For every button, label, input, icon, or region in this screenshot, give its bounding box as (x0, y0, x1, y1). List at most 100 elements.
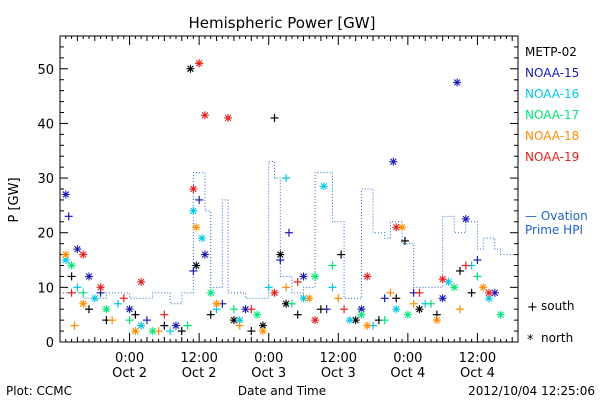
data-point-south (247, 305, 256, 314)
data-point-north (212, 299, 221, 308)
data-point-south (392, 294, 401, 303)
data-point-north (192, 223, 201, 232)
data-point-south (282, 283, 291, 292)
data-point-south (125, 316, 134, 325)
x-tick-date-label: Oct 4 (390, 366, 425, 381)
data-point-north (192, 261, 201, 270)
data-point-north (363, 321, 372, 330)
data-point-south (229, 305, 238, 314)
data-point-south (334, 294, 343, 303)
data-point-north (311, 316, 320, 325)
x-tick-date-label: Oct 2 (182, 366, 217, 381)
data-point-north (137, 321, 146, 330)
data-point-north (319, 182, 328, 191)
data-point-north (195, 59, 204, 68)
data-point-north (186, 64, 195, 73)
symbol-legend: + south * north (527, 299, 575, 348)
ovation-label-line2: Prime HPI (525, 223, 583, 237)
data-point-south (64, 212, 73, 221)
data-point-north (224, 113, 233, 122)
data-point-north (282, 299, 291, 308)
ovation-label-line1: — Ovation (525, 209, 588, 223)
data-point-south (84, 305, 93, 314)
data-point-north (438, 294, 447, 303)
plot-axes (59, 35, 519, 343)
data-point-north (485, 288, 494, 297)
x-tick-date-label: Oct 3 (321, 366, 356, 381)
data-point-south (142, 316, 151, 325)
data-point-south (108, 316, 117, 325)
data-point-south (154, 327, 163, 336)
data-point-north (148, 327, 157, 336)
y-tick-label: 20 (37, 227, 54, 242)
data-point-south (293, 277, 302, 286)
data-point-north (102, 305, 111, 314)
data-point-south (189, 266, 198, 275)
data-point-north (450, 283, 459, 292)
x-tick-time-label: 0:00 (254, 351, 283, 366)
legend-entry-noaa-18: NOAA-18 (525, 129, 579, 143)
x-tick-time-label: 12:00 (459, 351, 496, 366)
data-point-north (299, 272, 308, 281)
y-tick-label: 0 (46, 336, 54, 351)
data-point-south (380, 294, 389, 303)
x-tick-date-label: Oct 4 (460, 366, 495, 381)
data-point-south (131, 310, 140, 319)
x-tick-time-label: 12:00 (320, 351, 357, 366)
data-point-south (264, 283, 273, 292)
data-point-north (171, 321, 180, 330)
y-axis-label: P [GW] (7, 177, 22, 222)
y-tick-label: 40 (37, 117, 54, 132)
data-point-north (305, 294, 314, 303)
x-tick-time-label: 0:00 (393, 351, 422, 366)
data-point-north (137, 277, 146, 286)
data-point-south (270, 113, 279, 122)
y-tick-label: 50 (37, 63, 54, 78)
data-point-south (73, 283, 82, 292)
data-point-south (328, 261, 337, 270)
data-point-north (258, 327, 267, 336)
data-point-north (90, 294, 99, 303)
data-point-north (479, 283, 488, 292)
data-point-north (61, 250, 70, 259)
data-point-south (473, 272, 482, 281)
data-point-south (427, 299, 436, 308)
data-point-south (337, 250, 346, 259)
data-point-south (456, 305, 465, 314)
data-point-south (67, 272, 76, 281)
data-point-north (270, 288, 279, 297)
data-point-south (415, 288, 424, 297)
data-point-south (467, 288, 476, 297)
south-marker-glyph: + (527, 300, 538, 315)
data-point-south (183, 321, 192, 330)
data-point-north (432, 316, 441, 325)
data-point-south (456, 266, 465, 275)
legend-entry-noaa-17: NOAA-17 (525, 108, 579, 122)
data-point-south (380, 316, 389, 325)
data-point-south (322, 305, 331, 314)
data-point-north (125, 305, 134, 314)
data-point-north (84, 272, 93, 281)
data-point-south (282, 174, 291, 183)
data-point-south (247, 327, 256, 336)
north-label: north (541, 331, 573, 345)
data-point-north (461, 215, 470, 224)
plot-credit: Plot: CCMC (6, 384, 72, 398)
data-point-south (119, 294, 128, 303)
data-point-south (386, 288, 395, 297)
plot-frame (59, 35, 519, 343)
data-point-south (79, 288, 88, 297)
data-point-north (200, 111, 209, 120)
data-point-north (389, 157, 398, 166)
data-point-north (496, 310, 505, 319)
data-point-south (285, 228, 293, 237)
data-point-north (392, 223, 401, 232)
y-tick-label: 10 (37, 281, 54, 296)
data-point-north (189, 185, 198, 193)
data-point-south (177, 327, 186, 336)
legend-entry-noaa-16: NOAA-16 (525, 87, 579, 101)
data-point-north (206, 288, 215, 297)
data-point-south (206, 310, 215, 319)
data-point-south (287, 299, 296, 308)
data-point-north (79, 250, 88, 259)
